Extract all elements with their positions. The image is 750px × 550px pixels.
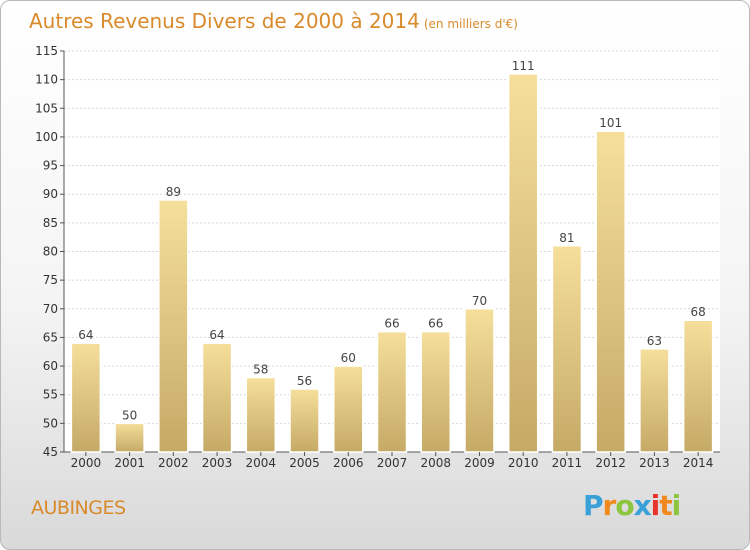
chart-title: Autres Revenus Divers de 2000 à 2014 (en …	[29, 9, 518, 33]
bar-value-label: 101	[599, 116, 622, 130]
y-tick-label: 95	[43, 159, 58, 173]
y-tick-label: 70	[43, 302, 58, 316]
x-tick-label: 2003	[202, 456, 233, 470]
bar	[289, 388, 320, 453]
bar	[639, 348, 670, 453]
chart-title-text: Autres Revenus Divers de 2000 à 2014	[29, 9, 420, 33]
y-tick-label: 115	[35, 44, 58, 58]
bar-value-label: 111	[512, 59, 535, 73]
bar-value-label: 60	[341, 351, 356, 365]
bar-value-label: 64	[209, 328, 224, 342]
y-tick-label: 90	[43, 187, 58, 201]
y-tick-label: 75	[43, 273, 58, 287]
bar	[682, 319, 714, 453]
bar	[70, 342, 102, 453]
bar-value-label: 70	[472, 294, 487, 308]
x-tick-label: 2014	[683, 456, 714, 470]
x-tick-label: 2008	[420, 456, 451, 470]
bar	[507, 73, 539, 453]
bar	[376, 330, 408, 453]
bar	[333, 365, 364, 453]
y-tick-label: 55	[43, 388, 58, 402]
logo-letter: t	[659, 489, 672, 522]
y-tick-label: 85	[43, 216, 58, 230]
y-tick-label: 80	[43, 245, 58, 259]
x-tick-label: 2004	[246, 456, 277, 470]
x-tick-label: 2006	[333, 456, 364, 470]
x-tick-label: 2010	[508, 456, 539, 470]
logo-letter: i	[650, 489, 661, 522]
y-tick-label: 50	[43, 416, 58, 430]
y-tick-label: 65	[43, 330, 58, 344]
bar-value-label: 64	[78, 328, 93, 342]
logo-letter: r	[602, 489, 617, 522]
chart-unit: (en milliers d'€)	[423, 17, 518, 31]
x-tick-label: 2012	[595, 456, 626, 470]
bar	[595, 130, 626, 453]
bar	[420, 330, 451, 453]
logo-letter: o	[615, 489, 634, 522]
x-tick-label: 2009	[464, 456, 495, 470]
logo-letter: P	[583, 489, 604, 522]
bar	[114, 422, 145, 453]
x-tick-label: 2013	[639, 456, 670, 470]
bar-value-label: 89	[166, 185, 181, 199]
y-tick-label: 110	[35, 73, 58, 87]
bar	[158, 199, 189, 453]
y-tick-label: 60	[43, 359, 58, 373]
bar-value-label: 66	[428, 317, 443, 331]
y-tick-label: 100	[35, 130, 58, 144]
bar	[201, 342, 233, 453]
bar-value-label: 68	[690, 305, 705, 319]
logo-letter: x	[633, 489, 652, 522]
x-tick-label: 2005	[289, 456, 320, 470]
bar	[464, 308, 495, 453]
bar-value-label: 66	[384, 317, 399, 331]
bar-value-label: 58	[253, 363, 268, 377]
x-tick-label: 2002	[158, 456, 189, 470]
logo-letter: i	[671, 489, 682, 522]
proxiti-logo[interactable]: Proxiti	[583, 489, 682, 522]
bar-value-label: 81	[559, 231, 574, 245]
y-tick-label: 105	[35, 101, 58, 115]
x-tick-label: 2000	[71, 456, 102, 470]
x-tick-label: 2011	[552, 456, 583, 470]
place-name: AUBINGES	[31, 497, 126, 519]
x-tick-label: 2007	[377, 456, 408, 470]
bar-value-label: 56	[297, 374, 312, 388]
bar	[551, 245, 583, 453]
x-tick-label: 2001	[114, 456, 145, 470]
bar-value-label: 50	[122, 408, 137, 422]
bar	[245, 376, 277, 453]
y-tick-label: 45	[43, 445, 58, 459]
bar-value-label: 63	[647, 334, 662, 348]
